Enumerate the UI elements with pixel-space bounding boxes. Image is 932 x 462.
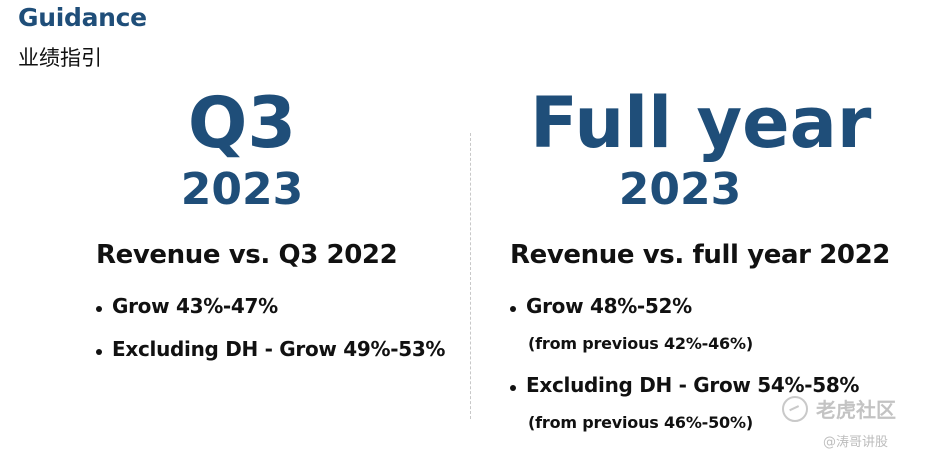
q3-period-year: 2023: [180, 164, 304, 215]
column-divider: [470, 133, 471, 419]
fy-bullet-excl-dh: Excluding DH - Grow 54%-58%: [510, 373, 859, 397]
q3-revenue-heading: Revenue vs. Q3 2022: [96, 240, 398, 270]
tiger-logo-icon: [782, 395, 808, 422]
fy-period-label: Full year: [530, 82, 872, 164]
fy-bullet-excl-dh-note: (from previous 46%-50%): [528, 413, 753, 432]
fy-bullet-grow-note: (from previous 42%-46%): [528, 334, 753, 353]
fy-bullet-excl-dh-text: Excluding DH - Grow 54%-58%: [526, 373, 860, 397]
q3-bullet-excl-dh-text: Excluding DH - Grow 49%-53%: [112, 337, 446, 361]
q3-bullet-excl-dh: Excluding DH - Grow 49%-53%: [96, 337, 445, 361]
bullet-dot-icon: [96, 305, 102, 312]
watermark-handle: @涛哥讲股: [823, 435, 889, 450]
page-title: Guidance: [18, 3, 147, 32]
watermark-brand: 老虎社区: [816, 398, 896, 422]
page-subtitle: 业绩指引: [18, 46, 102, 70]
fy-bullet-grow-text: Grow 48%-52%: [526, 294, 692, 318]
fy-period-year: 2023: [618, 164, 742, 215]
q3-bullet-grow: Grow 43%-47%: [96, 294, 278, 318]
watermark: 老虎社区: [782, 394, 896, 423]
fy-revenue-heading: Revenue vs. full year 2022: [510, 240, 890, 270]
bullet-dot-icon: [96, 348, 102, 355]
fy-bullet-grow: Grow 48%-52%: [510, 294, 692, 318]
bullet-dot-icon: [510, 384, 516, 391]
q3-period-label: Q3: [187, 82, 297, 164]
bullet-dot-icon: [510, 305, 516, 312]
q3-bullet-grow-text: Grow 43%-47%: [112, 294, 278, 318]
